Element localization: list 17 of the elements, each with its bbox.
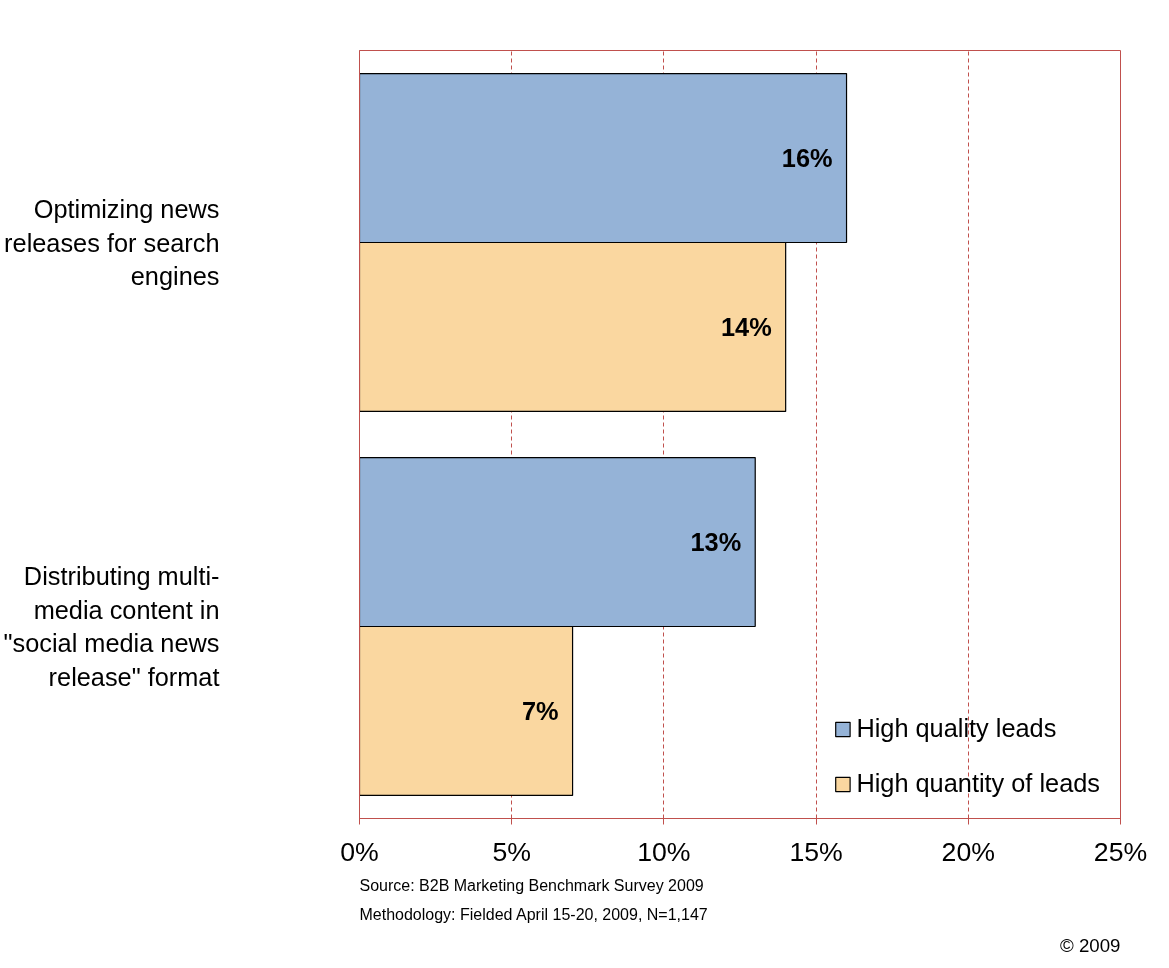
- x-tick-label: 10%: [637, 836, 691, 867]
- y-tick-label: Optimizing news releases for search engines: [4, 194, 220, 291]
- x-tick-label: 20%: [941, 836, 995, 867]
- y-tick-label: Distributing multi-media content in "social media news release" format: [3, 562, 220, 691]
- data-label: 13%: [690, 528, 742, 557]
- x-tick-label: 25%: [1093, 836, 1148, 867]
- x-tick-label: 5%: [492, 836, 531, 867]
- data-label: 16%: [781, 144, 833, 173]
- x-tick-label: 0%: [340, 836, 379, 867]
- text: Methodology: Fielded April 15-20, 2009, N=1,147: [359, 905, 708, 923]
- data-label: 7%: [521, 696, 559, 725]
- legend-label: High quality leads: [856, 714, 1057, 743]
- legend-label: High quantity of leads: [856, 769, 1100, 798]
- text: © 2009: [1060, 934, 1121, 956]
- data-label: 14%: [720, 312, 772, 341]
- source-note: Source: B2B Marketing Benchmark Survey 2009: [359, 876, 704, 894]
- x-tick-label: 15%: [789, 836, 843, 867]
